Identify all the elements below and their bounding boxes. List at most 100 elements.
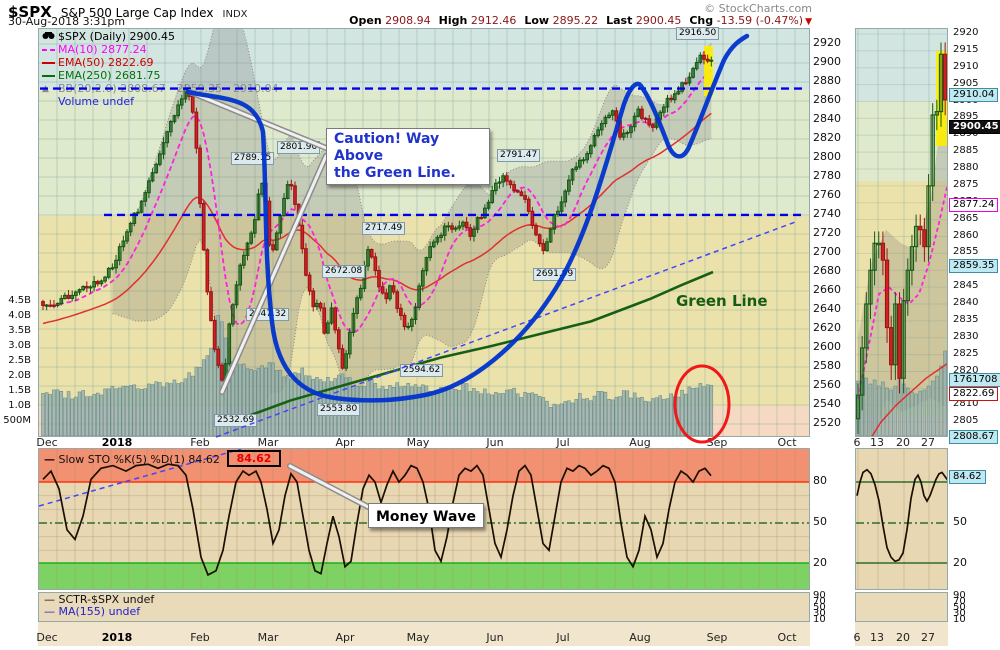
volume-bar	[453, 389, 458, 436]
volume-bar	[537, 395, 542, 436]
mini-sto-plot	[856, 449, 947, 589]
candle-body	[336, 329, 341, 350]
volume-bar	[643, 400, 648, 436]
volume-bar	[581, 398, 586, 436]
sto-tick: 50	[953, 515, 967, 528]
volume-bar	[172, 379, 177, 436]
volume-bar	[169, 383, 173, 436]
month-tick: Oct	[777, 631, 797, 644]
volume-bar	[545, 400, 549, 436]
candle-body	[125, 231, 129, 242]
candle-body	[918, 225, 923, 231]
mini-sto-panel	[855, 448, 948, 590]
volume-bar	[402, 386, 407, 436]
month-tick: Jun	[486, 436, 504, 449]
volume-bar	[589, 400, 593, 436]
candle-body	[864, 303, 869, 349]
volume-bar	[910, 391, 914, 436]
volume-bar	[516, 393, 520, 436]
sto-trendline-dashed	[39, 449, 242, 507]
last-candle-highlight	[704, 46, 713, 96]
candle-body	[938, 53, 944, 113]
volume-bar	[154, 381, 158, 436]
volume-bar	[106, 388, 111, 436]
volume-bar	[264, 367, 268, 436]
volume-bar	[935, 375, 939, 436]
day-tick: 27	[921, 631, 935, 644]
ema50-line	[871, 362, 947, 436]
volume-bar	[139, 389, 144, 436]
volume-bar	[552, 403, 557, 436]
legend-text: Volume undef	[58, 95, 134, 108]
candle-body	[537, 234, 542, 245]
green-line-annotation-text: Green Line	[676, 292, 768, 310]
volume-bar	[450, 386, 454, 436]
candle-body	[59, 298, 64, 305]
volume-bar	[494, 392, 498, 436]
quote-chg: Chg -13.59 (-0.47%)	[689, 14, 804, 27]
ohlc-quote-line: Open 2908.94 High 2912.46 Low 2895.22 Last …	[341, 14, 812, 27]
candle-body	[581, 159, 586, 162]
volume-bar	[548, 407, 553, 436]
volume-bar	[190, 375, 195, 436]
legend-text: MA(10) 2877.24	[58, 43, 147, 56]
legend-item: MA(10) 2877.24	[42, 43, 279, 56]
volume-bar	[636, 397, 641, 436]
volume-bar	[121, 385, 126, 436]
volume-bar	[180, 382, 184, 436]
price-tick: 2720	[813, 226, 841, 239]
volume-bar	[472, 388, 476, 436]
volume-tick: 1.5B	[8, 385, 31, 396]
candle-body	[530, 210, 535, 226]
volume-bar	[621, 390, 626, 436]
volume-bar	[479, 393, 483, 436]
price-tick: 2845	[953, 280, 979, 292]
volume-bar	[176, 383, 180, 436]
volume-bar	[684, 393, 688, 436]
price-tick: 2820	[813, 131, 841, 144]
volume-bar	[625, 390, 630, 436]
volume-bar	[117, 387, 122, 436]
candle-body	[179, 98, 184, 106]
sto-tick: 50	[813, 515, 827, 528]
ma10-line	[857, 183, 947, 399]
volume-bar	[519, 397, 524, 436]
candle-body	[625, 132, 630, 135]
price-tick: 2840	[953, 297, 979, 308]
candle-body	[41, 301, 45, 306]
volume-bar	[296, 373, 301, 436]
candle-body	[161, 142, 166, 155]
price-tick: 2900	[813, 55, 841, 68]
money-wave-annotation-box: Money Wave	[368, 503, 485, 528]
volume-bar	[103, 388, 107, 436]
candle-body	[399, 307, 403, 316]
candle-body	[377, 270, 381, 288]
legend-item: EMA(50) 2822.69	[42, 56, 279, 69]
candle-body	[450, 225, 454, 230]
volume-bar	[662, 399, 666, 436]
candle-body	[905, 269, 910, 302]
mini-price-plot	[856, 29, 947, 436]
price-tick: 2865	[953, 212, 979, 224]
candle-body	[205, 249, 210, 293]
volume-bar	[868, 383, 873, 436]
sto-legend-dash: —	[44, 453, 55, 466]
volume-bar	[183, 378, 188, 436]
candle-body	[868, 269, 873, 305]
candle-body	[84, 285, 89, 289]
candle-body	[541, 243, 546, 252]
candle-body	[913, 225, 919, 248]
price-tick: 2620	[813, 321, 841, 334]
volume-tick: 500M	[3, 415, 31, 426]
volume-bar	[512, 387, 516, 436]
volume-bar	[464, 383, 469, 436]
volume-bar	[380, 386, 385, 436]
sto-line	[42, 463, 712, 577]
volume-bar	[439, 386, 443, 436]
volume-bar	[147, 383, 151, 436]
volume-bar	[673, 396, 677, 436]
sto-oversold-band	[39, 563, 809, 589]
volume-bar	[585, 398, 589, 436]
volume-bar	[194, 366, 199, 436]
candle-body	[289, 184, 294, 187]
